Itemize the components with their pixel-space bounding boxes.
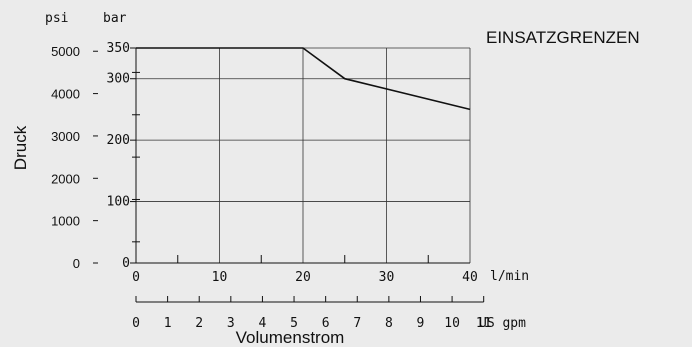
y-tick-label-psi: 1000 xyxy=(51,214,80,229)
x-tick-label-lmin: 20 xyxy=(295,270,311,285)
x-tick-label-gpm: 4 xyxy=(259,316,267,331)
x-tick-label-gpm: 5 xyxy=(290,316,298,331)
series xyxy=(135,47,471,111)
grid xyxy=(136,47,471,263)
y-tick-label-psi: 3000 xyxy=(51,129,80,144)
x-tick-label-gpm: 1 xyxy=(164,316,172,331)
series-line xyxy=(136,47,471,111)
x-tick-label-gpm: 6 xyxy=(322,316,330,331)
y-tick-label-bar: 0 xyxy=(122,256,130,271)
x-tick-label-gpm: 3 xyxy=(227,316,235,331)
psi-unit-label: psi xyxy=(45,11,68,26)
x-tick-label-gpm: 0 xyxy=(132,316,140,331)
chart-title: EINSATZGRENZEN xyxy=(486,28,640,47)
x-tick-label-lmin: 30 xyxy=(379,270,395,285)
y-tick-label-bar: 200 xyxy=(107,133,130,148)
x-tick-label-lmin: 0 xyxy=(132,270,140,285)
x-tick-label-lmin: 40 xyxy=(462,270,478,285)
y-tick-label-psi: 4000 xyxy=(51,87,80,102)
y-tick-label-psi: 5000 xyxy=(51,44,80,59)
lmin-unit-label: l/min xyxy=(490,269,529,284)
axes xyxy=(93,47,485,303)
x-tick-label-gpm: 10 xyxy=(444,316,460,331)
y-tick-label-bar: 300 xyxy=(107,72,130,87)
y-tick-label-bar: 350 xyxy=(107,41,130,56)
x-tick-label-gpm: 8 xyxy=(385,316,393,331)
y-axis-label: Druck xyxy=(11,125,30,170)
x-tick-label-lmin: 10 xyxy=(212,270,228,285)
y-tick-label-psi: 2000 xyxy=(51,171,80,186)
x-tick-label-gpm: 7 xyxy=(353,316,361,331)
x-tick-label-gpm: 9 xyxy=(417,316,425,331)
y-tick-label-psi: 0 xyxy=(73,256,80,271)
y-tick-label-bar: 100 xyxy=(107,195,130,210)
x-axis-label: Volumenstrom xyxy=(236,328,345,347)
gpm-unit-label: US gpm xyxy=(479,316,526,331)
x-tick-label-gpm: 2 xyxy=(195,316,203,331)
x-tick-label-gpm: 11 xyxy=(476,316,492,331)
bar-unit-label: bar xyxy=(103,11,127,26)
